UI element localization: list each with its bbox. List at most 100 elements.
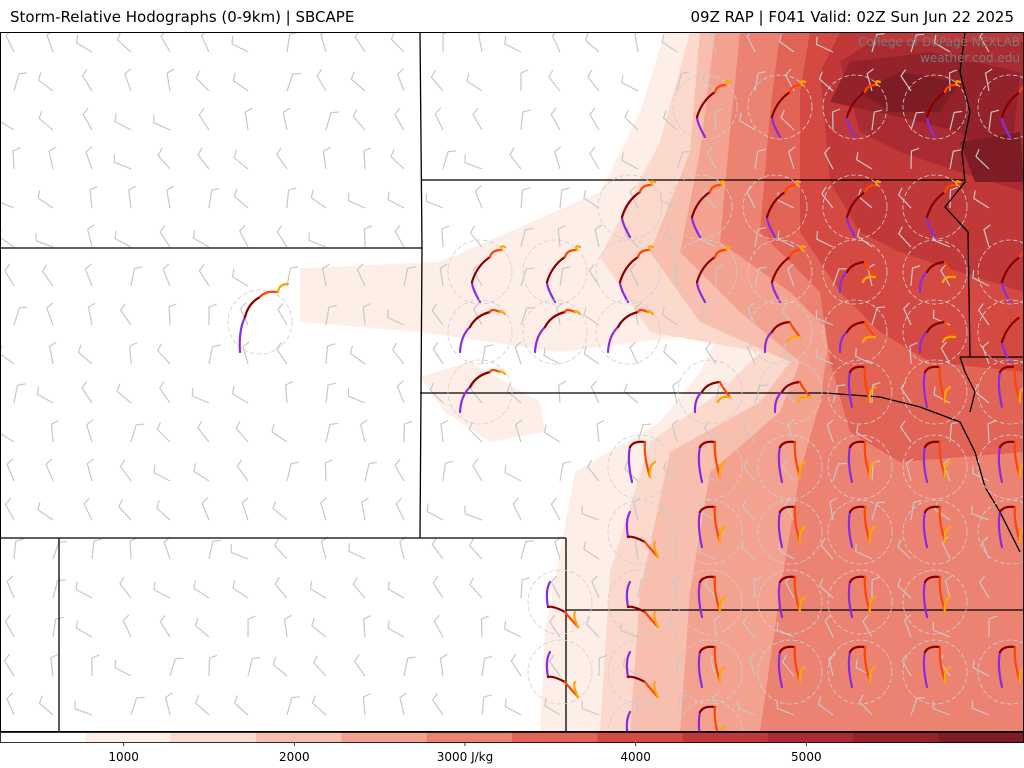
wind-barb xyxy=(910,111,925,131)
wind-barb xyxy=(520,227,534,248)
wind-barb xyxy=(520,109,531,131)
hodograph-trace xyxy=(798,595,807,614)
wind-barb xyxy=(464,154,483,170)
wind-barb xyxy=(431,303,444,326)
header: Storm-Relative Hodographs (0-9km) | SBCA… xyxy=(0,0,1024,32)
hodograph-ring xyxy=(822,174,888,240)
hodograph-trace xyxy=(1018,250,1024,259)
wind-barb xyxy=(387,191,405,209)
wind-barb xyxy=(971,700,990,716)
wind-barb xyxy=(48,146,57,170)
wind-barb xyxy=(272,656,288,677)
hodograph-trace xyxy=(777,445,784,484)
wind-barb xyxy=(439,263,448,287)
wind-barb xyxy=(982,341,990,365)
hodograph-trace xyxy=(627,445,634,484)
wind-barb xyxy=(468,538,483,560)
wind-barb xyxy=(901,653,912,677)
hodograph-trace xyxy=(470,255,492,284)
hodograph-trace xyxy=(533,325,547,354)
hodograph-trace xyxy=(918,330,929,354)
wind-barb xyxy=(703,420,717,443)
wind-barb xyxy=(898,226,912,248)
wind-barb xyxy=(48,341,57,365)
hodograph-trace xyxy=(698,575,717,584)
wind-barb xyxy=(325,343,336,365)
hodograph-ring xyxy=(607,499,673,565)
wind-barb xyxy=(581,700,600,716)
hodograph-trace xyxy=(838,270,849,294)
wind-barb xyxy=(584,32,600,53)
wind-barb xyxy=(200,32,210,53)
hodograph-trace xyxy=(783,183,799,194)
hodograph-trace xyxy=(778,440,797,449)
wind-barb xyxy=(510,654,522,677)
hodograph-trace xyxy=(618,255,640,284)
wind-barb xyxy=(81,68,93,92)
wind-barb xyxy=(674,536,683,560)
hodograph-ring xyxy=(607,434,673,500)
wind-barb xyxy=(819,578,834,599)
hodograph-trace xyxy=(798,665,807,684)
hodograph-trace xyxy=(616,310,640,329)
state-borders xyxy=(0,32,1024,732)
hodograph-ring xyxy=(607,569,673,635)
wind-barb xyxy=(362,692,371,716)
hodograph-ring xyxy=(902,299,968,365)
wind-barb xyxy=(786,263,795,287)
wind-barb xyxy=(193,580,210,599)
wind-barb xyxy=(942,458,951,482)
wind-barb xyxy=(429,382,444,404)
wind-barb xyxy=(208,654,218,677)
wind-barb xyxy=(325,382,336,404)
wind-barb xyxy=(157,148,171,170)
wind-barb xyxy=(596,419,605,443)
wind-barb xyxy=(583,541,600,560)
hodograph-trace xyxy=(798,460,807,479)
hodograph-trace xyxy=(847,445,854,484)
wind-barb xyxy=(472,263,483,287)
wind-barb xyxy=(981,536,990,560)
wind-barb xyxy=(520,307,535,326)
colorbar-swatch xyxy=(853,732,940,743)
wind-barb xyxy=(118,499,132,521)
hodograph-ring xyxy=(757,569,823,635)
hodograph-trace xyxy=(845,260,867,274)
wind-barb xyxy=(322,263,330,287)
hodograph-trace xyxy=(1018,310,1024,319)
wind-barb xyxy=(232,580,249,599)
hodograph-trace xyxy=(626,675,647,684)
wind-barb xyxy=(506,383,522,404)
wind-barb xyxy=(390,148,405,170)
hodograph-trace xyxy=(868,460,877,479)
hodograph-trace xyxy=(848,505,867,514)
hodograph-trace xyxy=(468,370,492,389)
hodograph-trace xyxy=(765,190,787,219)
wind-barb xyxy=(588,264,600,287)
hodograph-trace xyxy=(238,315,247,354)
wind-barb xyxy=(193,463,210,482)
wind-barb xyxy=(84,263,93,287)
hodograph-trace xyxy=(720,180,727,187)
wind-barb xyxy=(276,147,288,170)
hodograph-trace xyxy=(646,309,655,316)
wind-barb xyxy=(157,343,171,365)
hodograph-ring xyxy=(902,434,968,500)
hodograph-trace xyxy=(848,575,867,584)
wind-barb xyxy=(119,576,132,599)
wind-barb xyxy=(166,68,175,92)
wind-barb xyxy=(362,302,371,326)
wind-barb xyxy=(622,657,639,677)
colorbar-swatch xyxy=(597,732,684,743)
hodograph-trace xyxy=(788,320,802,339)
wind-barb xyxy=(897,539,912,560)
hodograph-trace xyxy=(718,595,727,614)
hodograph-trace xyxy=(573,680,580,699)
wind-barb xyxy=(702,187,717,209)
hodograph-ring xyxy=(902,174,968,240)
hodograph-ring xyxy=(757,639,823,705)
hodograph-trace xyxy=(625,580,632,609)
wind-barb xyxy=(778,33,795,53)
hodograph-trace xyxy=(716,395,732,404)
wind-barb xyxy=(311,618,327,638)
